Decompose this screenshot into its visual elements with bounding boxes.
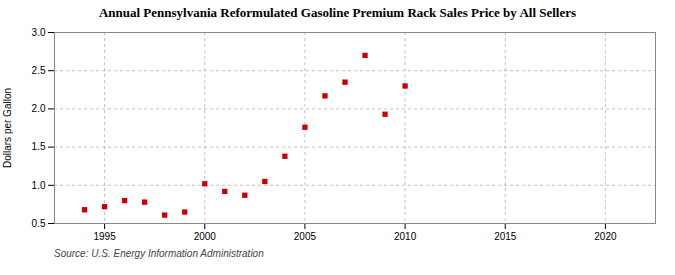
svg-text:2.0: 2.0: [32, 103, 46, 114]
svg-text:2010: 2010: [394, 231, 417, 242]
svg-text:1.5: 1.5: [32, 141, 46, 152]
svg-text:1.0: 1.0: [32, 180, 46, 191]
html-text:Source: U.S. Energy Informatio: Source: U.S. Energy Information Administ…: [54, 248, 264, 259]
svg-text:2.5: 2.5: [32, 65, 46, 76]
svg-text:2000: 2000: [194, 231, 217, 242]
svg-text:0.5: 0.5: [32, 218, 46, 229]
svg-text:1995: 1995: [93, 231, 116, 242]
svg-text:Dollars per Gallon: Dollars per Gallon: [2, 88, 13, 168]
svg-text:3.0: 3.0: [32, 27, 46, 38]
svg-text:2005: 2005: [294, 231, 317, 242]
html-text:Annual Pennsylvania Reformulat: Annual Pennsylvania Reformulated Gasolin…: [98, 5, 577, 20]
svg-text:2015: 2015: [494, 231, 517, 242]
svg-text:2020: 2020: [594, 231, 617, 242]
